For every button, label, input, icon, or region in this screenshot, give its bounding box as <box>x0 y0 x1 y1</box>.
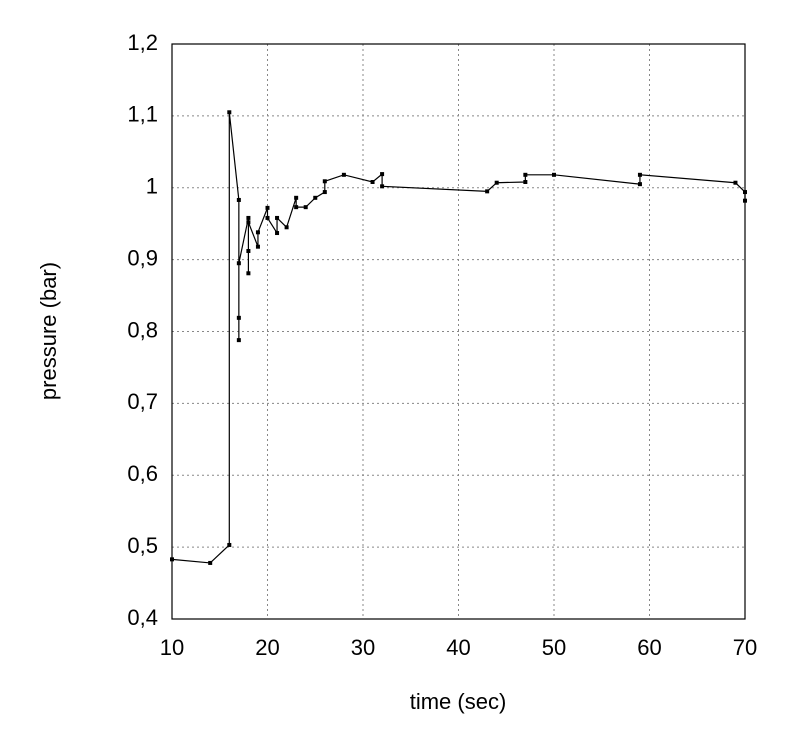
data-point <box>227 110 232 115</box>
data-point <box>227 542 232 547</box>
data-point <box>255 230 260 235</box>
data-point <box>303 205 308 210</box>
y-tick-label: 0,5 <box>127 533 158 558</box>
data-point <box>380 172 385 177</box>
data-point <box>284 225 289 230</box>
x-tick-label: 30 <box>351 635 375 660</box>
data-point <box>236 315 241 320</box>
y-tick-label: 0,4 <box>127 605 158 630</box>
data-point <box>523 180 528 184</box>
data-point <box>523 172 528 177</box>
data-point <box>380 184 385 189</box>
data-point <box>552 172 556 177</box>
y-axis-label: pressure (bar) <box>36 262 61 400</box>
x-tick-label: 50 <box>542 635 566 660</box>
y-tick-label: 1,2 <box>127 30 158 55</box>
data-point <box>637 182 642 187</box>
x-tick-label: 60 <box>637 635 661 660</box>
data-point <box>236 197 241 202</box>
data-point <box>170 557 174 562</box>
data-point <box>637 172 642 177</box>
data-point <box>265 205 270 210</box>
data-point <box>341 172 346 177</box>
x-tick-label: 20 <box>255 635 279 660</box>
x-tick-label: 40 <box>446 635 470 660</box>
data-point <box>275 231 280 236</box>
data-point <box>208 560 213 565</box>
data-point <box>246 271 251 276</box>
y-tick-label: 0,9 <box>127 245 158 270</box>
data-point <box>313 195 318 200</box>
data-point <box>322 190 327 195</box>
data-point <box>294 205 299 210</box>
y-tick-label: 0,8 <box>127 317 158 342</box>
data-point <box>322 179 327 184</box>
x-tick-label: 70 <box>733 635 757 660</box>
data-point <box>246 220 251 225</box>
data-point <box>733 180 738 185</box>
data-point <box>275 215 280 220</box>
x-tick-label: 10 <box>160 635 184 660</box>
data-point <box>370 180 375 184</box>
data-point <box>236 261 241 266</box>
y-tick-label: 0,6 <box>127 461 158 486</box>
data-point <box>494 180 499 185</box>
data-point <box>246 249 251 253</box>
data-point <box>485 189 490 194</box>
data-point <box>743 190 747 195</box>
data-point <box>743 198 747 203</box>
data-point <box>236 338 241 343</box>
data-point <box>294 195 299 200</box>
x-axis-label: time (sec) <box>410 689 507 714</box>
data-point <box>265 215 270 220</box>
data-point <box>255 244 260 249</box>
y-tick-label: 1 <box>146 174 158 199</box>
y-tick-label: 1,1 <box>127 102 158 127</box>
y-tick-label: 0,7 <box>127 389 158 414</box>
data-point <box>246 215 251 220</box>
plot-frame <box>171 43 746 620</box>
